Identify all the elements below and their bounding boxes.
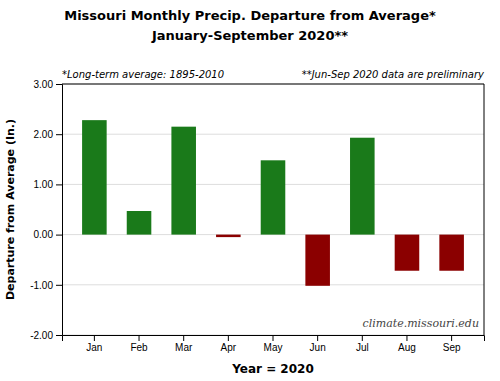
grid bbox=[62, 84, 484, 335]
frame bbox=[484, 84, 485, 335]
tick-label: Aug bbox=[398, 342, 416, 353]
bar bbox=[82, 120, 107, 234]
tick: Aug bbox=[398, 335, 416, 353]
y-axis-title: Departure from Average (In.) bbox=[4, 119, 17, 300]
bar bbox=[350, 138, 375, 235]
tick: Feb bbox=[130, 335, 148, 353]
tick-mark bbox=[183, 335, 184, 341]
tick-mark bbox=[94, 335, 95, 341]
tick-label: Jan bbox=[86, 342, 102, 353]
axis-line bbox=[56, 85, 63, 336]
tick-mark bbox=[451, 335, 452, 341]
tick-mark bbox=[317, 335, 318, 341]
tick-label: Sep bbox=[443, 342, 461, 353]
tick-mark bbox=[139, 335, 140, 341]
bar bbox=[127, 211, 152, 235]
tick-label: -1.00 bbox=[30, 280, 53, 291]
tick-mark bbox=[56, 134, 62, 135]
tick: Jun bbox=[310, 335, 326, 353]
tick-mark bbox=[406, 335, 407, 341]
tick-label: Apr bbox=[221, 342, 237, 353]
tick-mark bbox=[56, 84, 62, 85]
bar bbox=[395, 235, 420, 271]
tick: 3.00 bbox=[34, 79, 62, 90]
annotation: **Jun-Sep 2020 data are preliminary bbox=[302, 69, 485, 80]
title: Missouri Monthly Precip. Departure from … bbox=[64, 8, 436, 23]
subtitle: January-September 2020** bbox=[151, 28, 348, 43]
tick: Mar bbox=[175, 335, 193, 353]
tick: 0.00 bbox=[34, 229, 62, 240]
x-axis-title: Year = 2020 bbox=[231, 362, 314, 376]
tick-mark bbox=[228, 335, 229, 341]
bar bbox=[305, 235, 330, 286]
tick-label: May bbox=[264, 342, 283, 353]
tick: Jul bbox=[356, 335, 369, 353]
tick-label: 0.00 bbox=[34, 229, 54, 240]
tick: -1.00 bbox=[30, 280, 62, 291]
bars bbox=[82, 120, 464, 286]
tick: 2.00 bbox=[34, 129, 62, 140]
tick-label: -2.00 bbox=[30, 330, 53, 341]
y-axis: -2.00 -1.00 0.00 1.00 2.00 3.00 bbox=[30, 79, 62, 341]
bar bbox=[261, 160, 286, 234]
chart: -2.00 -1.00 0.00 1.00 2.00 3.00 Jan Feb Mar Apr Ma… bbox=[0, 0, 500, 381]
bar bbox=[439, 235, 464, 271]
tick-label: 1.00 bbox=[34, 179, 54, 190]
tick-label: Feb bbox=[130, 342, 148, 353]
tick: 1.00 bbox=[34, 179, 62, 190]
tick: -2.00 bbox=[30, 330, 62, 341]
bar bbox=[171, 127, 196, 235]
frame bbox=[62, 84, 484, 85]
tick-label: Jun bbox=[310, 342, 326, 353]
axis-line bbox=[63, 336, 485, 342]
x-axis: Jan Feb Mar Apr May Jun Jul Aug Sep bbox=[63, 335, 485, 353]
tick-label: 2.00 bbox=[34, 129, 54, 140]
grid-line bbox=[62, 84, 484, 85]
tick-mark bbox=[56, 184, 62, 185]
tick: Apr bbox=[221, 335, 237, 353]
tick-label: Mar bbox=[175, 342, 193, 353]
bar bbox=[216, 235, 241, 238]
tick-mark bbox=[56, 285, 62, 286]
watermark: climate.missouri.edu bbox=[363, 317, 479, 330]
tick-mark bbox=[56, 235, 62, 236]
annotation: *Long-term average: 1895-2010 bbox=[62, 69, 224, 80]
tick: Jan bbox=[86, 335, 102, 353]
tick-mark bbox=[362, 335, 363, 341]
plot: -2.00 -1.00 0.00 1.00 2.00 3.00 Jan Feb Mar Apr Ma… bbox=[30, 79, 484, 353]
tick-mark bbox=[56, 335, 62, 336]
grid-line bbox=[62, 134, 484, 135]
tick-label: 3.00 bbox=[34, 79, 54, 90]
tick-label: Jul bbox=[356, 342, 369, 353]
tick: Sep bbox=[443, 335, 461, 353]
tick-mark bbox=[273, 335, 274, 341]
tick: May bbox=[264, 335, 283, 353]
grid-line bbox=[62, 284, 484, 285]
